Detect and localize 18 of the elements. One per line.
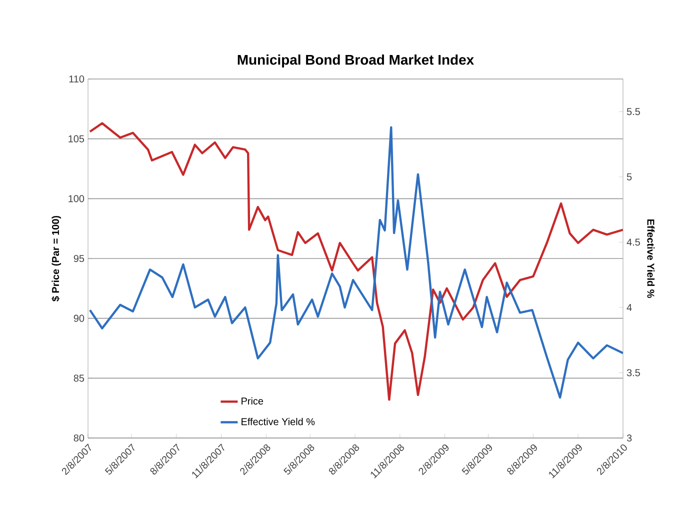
y-tick-label: 90: [74, 314, 84, 322]
y-tick-label: 110: [69, 75, 84, 83]
y-tick-label: 100: [68, 195, 84, 202]
y-tick-label: 95: [74, 254, 84, 262]
legend-label: Effective Yield %: [242, 418, 315, 426]
y2-tick-label: 3: [626, 434, 632, 442]
y2-axis-title: Effective Yield %: [647, 219, 655, 298]
y-tick-label: 105: [68, 135, 84, 142]
y2-tick-label: 4.5: [626, 238, 640, 246]
y2-tick-label: 3.5: [626, 369, 640, 376]
y-tick-label: 80: [74, 434, 84, 442]
y-axis-title: $ Price (Par = 100): [52, 216, 62, 302]
chart-title: Municipal Bond Broad Market Index: [238, 54, 474, 68]
y2-tick-label: 5.5: [626, 108, 640, 116]
legend-label: Price: [242, 397, 264, 405]
y-tick-label: 85: [74, 374, 84, 382]
y2-tick-label: 4: [626, 304, 632, 311]
y2-tick-label: 5: [626, 173, 632, 180]
